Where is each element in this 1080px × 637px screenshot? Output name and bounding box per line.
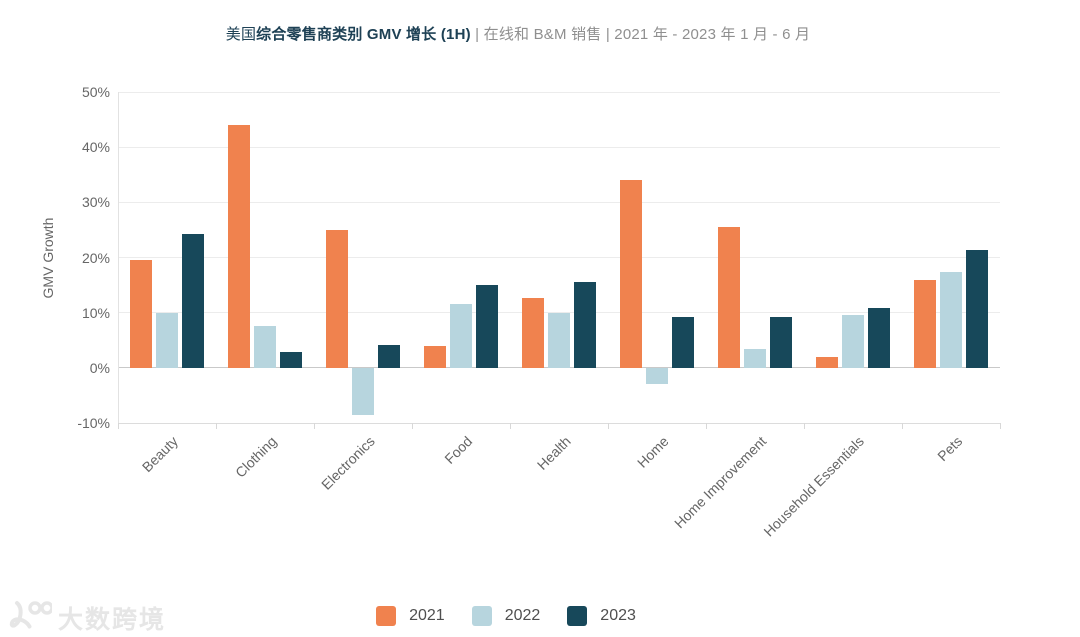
- gridline: [118, 257, 1000, 258]
- bar-electronics-2021[interactable]: [326, 229, 348, 368]
- gridline: [118, 91, 1000, 93]
- bar-clothing-2023[interactable]: [280, 352, 302, 368]
- bar-clothing-2021[interactable]: [228, 125, 250, 368]
- legend-label-2021: 2021: [409, 607, 445, 624]
- x-axis-tick: [412, 423, 413, 429]
- x-axis-tick: [510, 423, 511, 429]
- x-axis-label-health: Health: [533, 433, 574, 473]
- y-axis-tick-label: 0%: [89, 359, 110, 376]
- x-axis-label-beauty: Beauty: [139, 433, 182, 476]
- x-axis-tick: [1000, 423, 1001, 429]
- legend-item-2023[interactable]: 2023: [567, 606, 636, 626]
- bar-electronics-2022[interactable]: [352, 367, 374, 415]
- bar-food-2022[interactable]: [450, 304, 472, 368]
- watermark-logo-icon: [8, 598, 54, 637]
- y-axis-line: [118, 92, 119, 423]
- legend: 2021 2022 2023: [0, 606, 1046, 626]
- bar-pets-2021[interactable]: [914, 279, 936, 368]
- bar-home-2022[interactable]: [646, 367, 668, 385]
- gridline: [118, 201, 1000, 203]
- x-axis-tick: [706, 423, 707, 429]
- bar-health-2022[interactable]: [548, 312, 570, 368]
- x-axis-label-clothing: Clothing: [231, 433, 280, 481]
- x-axis-label-home: Home: [633, 433, 672, 471]
- x-axis-label-electronics: Electronics: [317, 433, 378, 493]
- bar-home-2023[interactable]: [672, 317, 694, 368]
- x-axis-label-household-essentials: Household Essentials: [760, 433, 868, 540]
- bar-beauty-2023[interactable]: [182, 234, 204, 368]
- x-axis-tick: [118, 423, 119, 429]
- bar-home-2021[interactable]: [620, 180, 642, 368]
- bar-food-2021[interactable]: [424, 345, 446, 368]
- legend-label-2022: 2022: [504, 607, 541, 624]
- watermark-text: 大数跨境: [58, 605, 167, 634]
- chart-title: 美国综合零售商类别 GMV 增长 (1H) | 在线和 B&M 销售 | 202…: [0, 26, 1080, 44]
- x-axis-tick: [216, 423, 217, 429]
- x-axis-tick: [314, 423, 315, 429]
- bar-household-essentials-2023[interactable]: [868, 308, 890, 368]
- bar-beauty-2021[interactable]: [130, 260, 152, 368]
- y-axis-tick-label: 20%: [81, 249, 110, 266]
- legend-swatch-2021: [376, 606, 397, 626]
- chart-title-suffix: | 在线和 B&M 销售 | 2021 年 - 2023 年 1 月 - 6 月: [470, 26, 811, 43]
- bar-health-2021[interactable]: [522, 297, 544, 368]
- bar-home-improvement-2022[interactable]: [744, 348, 766, 368]
- x-axis-tick: [804, 423, 805, 429]
- chart-title-main: 综合零售商类别 GMV 增长 (1H): [256, 26, 471, 43]
- bar-pets-2022[interactable]: [940, 272, 962, 368]
- legend-item-2021[interactable]: 2021: [376, 606, 445, 626]
- x-axis-label-pets: Pets: [934, 433, 966, 465]
- bar-beauty-2022[interactable]: [156, 312, 178, 368]
- bar-home-improvement-2023[interactable]: [770, 317, 792, 368]
- y-axis-tick-label: 40%: [81, 139, 110, 156]
- bar-clothing-2022[interactable]: [254, 326, 276, 368]
- x-axis-label-food: Food: [441, 433, 476, 467]
- watermark: 大数跨境: [8, 598, 166, 637]
- y-axis-tick-label: 10%: [81, 304, 110, 321]
- x-axis-label-home-improvement: Home Improvement: [671, 433, 770, 532]
- bar-electronics-2023[interactable]: [378, 344, 400, 368]
- y-axis-tick-label: -10%: [77, 415, 110, 431]
- bar-household-essentials-2021[interactable]: [816, 356, 838, 368]
- legend-label-2023: 2023: [600, 607, 636, 624]
- bar-health-2023[interactable]: [574, 282, 596, 368]
- y-axis-tick-label: 50%: [81, 84, 110, 100]
- bar-home-improvement-2021[interactable]: [718, 227, 740, 368]
- x-axis-tick: [608, 423, 609, 429]
- legend-item-2022[interactable]: 2022: [471, 606, 541, 626]
- legend-swatch-2023: [567, 606, 588, 626]
- x-axis-line: [118, 423, 1000, 424]
- bar-pets-2023[interactable]: [966, 249, 988, 368]
- y-axis-tick-label: 30%: [81, 194, 110, 211]
- chart-title-prefix: 美国: [225, 26, 257, 43]
- bar-household-essentials-2022[interactable]: [842, 315, 864, 368]
- gridline: [118, 146, 1000, 148]
- x-axis-tick: [902, 423, 903, 429]
- legend-swatch-2022: [471, 606, 492, 626]
- gridline: [118, 367, 1000, 369]
- bar-food-2023[interactable]: [476, 285, 498, 368]
